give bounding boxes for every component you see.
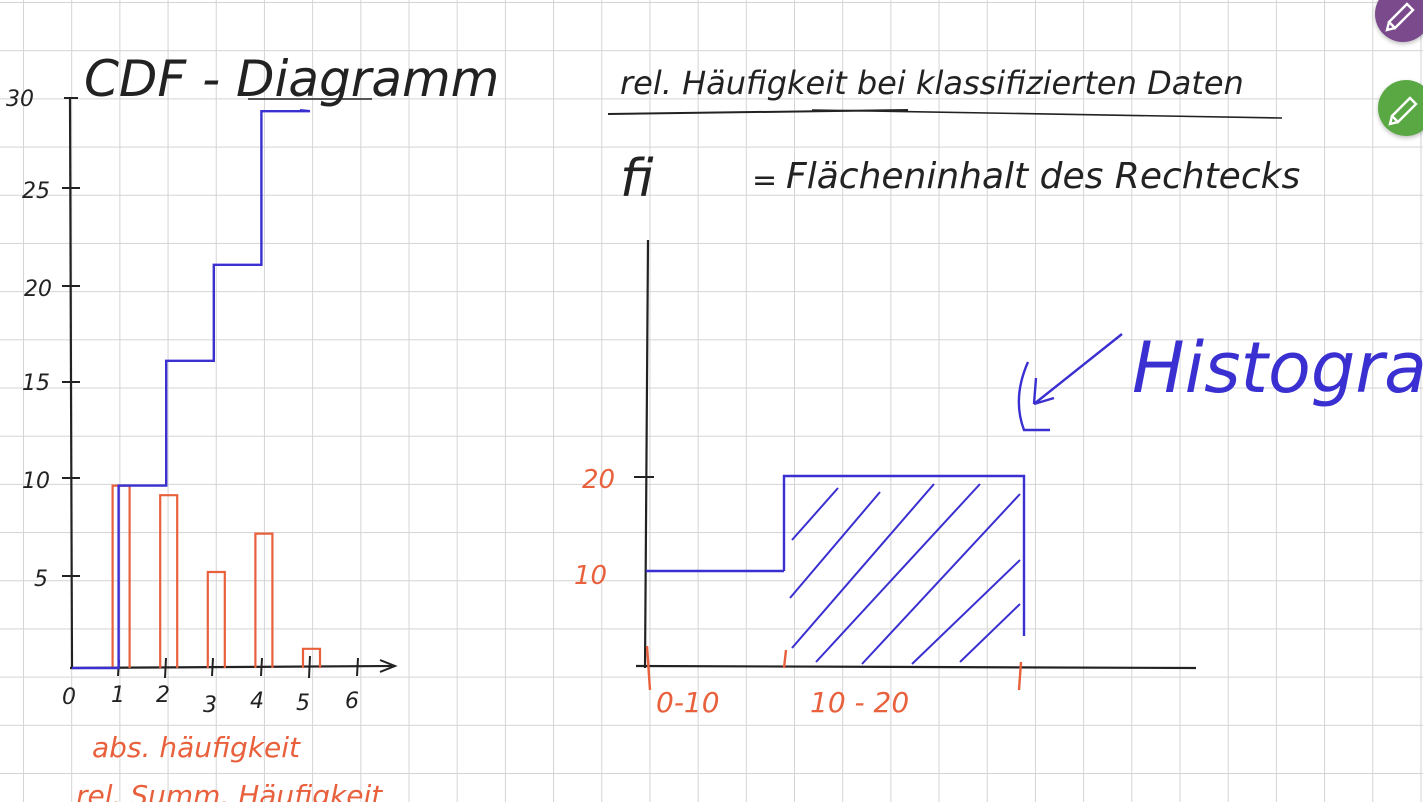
cdf-x-ticks bbox=[117, 655, 359, 679]
pen-icon bbox=[1385, 2, 1415, 32]
cdf-x-arrow bbox=[379, 659, 398, 673]
histogram-bar bbox=[782, 474, 1026, 636]
cdf-x-label-2: 2 bbox=[156, 683, 170, 708]
cdf-y-ticks bbox=[62, 187, 80, 577]
histogram-bracket bbox=[1017, 361, 1050, 432]
frequency-bar bbox=[206, 570, 226, 668]
cdf-step-series bbox=[72, 109, 311, 670]
formula-equals: = bbox=[752, 163, 777, 198]
cdf-chart: 30 25 20 15 10 5 0 1 2 3 4 5 6 bbox=[6, 87, 398, 718]
frequency-bar bbox=[159, 494, 179, 668]
frequency-bar bbox=[111, 484, 131, 668]
collaborator-avatar-1[interactable]: 1 bbox=[1375, 0, 1423, 42]
collaborator-avatar-2[interactable]: 1 bbox=[1378, 80, 1423, 136]
histogram-class-label-0: 0-10 bbox=[656, 686, 720, 719]
histogram-y-axis bbox=[643, 239, 650, 669]
cdf-x-label-5: 5 bbox=[296, 691, 310, 716]
histogram-heading: rel. Häufigkeit bei klassifizierten Date… bbox=[620, 64, 1244, 102]
cdf-x-axis bbox=[69, 664, 393, 670]
cdf-x-label-4: 4 bbox=[250, 689, 264, 714]
histogram-y-label-20: 20 bbox=[582, 465, 615, 495]
cdf-y-label-10: 10 bbox=[22, 469, 50, 494]
cdf-step-line bbox=[72, 109, 311, 670]
cdf-frequency-bars bbox=[111, 484, 322, 668]
cdf-x-label-0: 0 bbox=[62, 685, 76, 710]
histogram-y-label-10: 10 bbox=[574, 561, 607, 591]
histogram-class-ticks bbox=[645, 645, 1023, 691]
pen-icon bbox=[1388, 96, 1418, 126]
cdf-y-label-30: 30 bbox=[6, 87, 34, 112]
histogram-hatching bbox=[789, 483, 1021, 665]
histogram-class-label-1: 10 - 20 bbox=[810, 686, 909, 719]
histogram-arrow bbox=[1032, 333, 1123, 406]
note-abs-frequency: abs. häufigkeit bbox=[92, 731, 301, 764]
formula-lhs: fi bbox=[620, 149, 654, 209]
histogram-x-axis bbox=[635, 664, 1197, 670]
heading-underline-2 bbox=[811, 109, 1283, 119]
note-rel-cumulative: rel. Summ. Häufigkeit bbox=[76, 779, 383, 802]
frequency-bar bbox=[254, 532, 274, 668]
formula-rhs: Flächeninhalt des Rechtecks bbox=[786, 156, 1300, 197]
cdf-y-label-5: 5 bbox=[34, 567, 48, 592]
cdf-y-label-15: 15 bbox=[22, 371, 50, 396]
histogram-chart: 20 10 0-10 10 - 20 bbox=[574, 239, 1197, 719]
cdf-y-label-20: 20 bbox=[24, 277, 52, 302]
histogram-bars bbox=[646, 474, 1026, 636]
cdf-y-label-25: 25 bbox=[22, 179, 50, 204]
cdf-x-label-1: 1 bbox=[111, 683, 125, 708]
cdf-x-label-6: 6 bbox=[345, 689, 359, 714]
frequency-bar bbox=[301, 647, 322, 668]
histogram-label: Histogramm bbox=[1132, 327, 1423, 409]
cdf-x-label-3: 3 bbox=[203, 693, 217, 718]
